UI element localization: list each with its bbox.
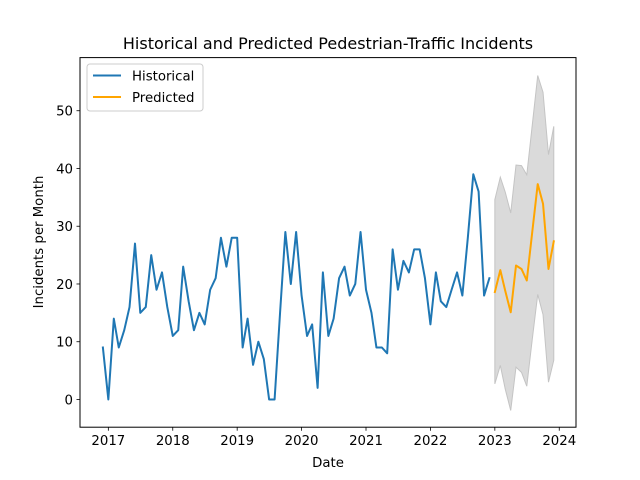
- x-tick-label: 2023: [478, 434, 512, 449]
- x-axis-label: Date: [312, 456, 344, 471]
- x-tick-label: 2020: [285, 434, 319, 449]
- y-axis: 0 10 20 30 40 50: [56, 105, 80, 408]
- legend-label-predicted: Predicted: [132, 91, 194, 106]
- x-tick-label: 2017: [91, 434, 125, 449]
- y-axis-label: Incidents per Month: [32, 176, 47, 309]
- y-tick-label: 20: [56, 278, 73, 293]
- confidence-band: [494, 75, 555, 411]
- axes-frame: [79, 57, 577, 428]
- legend: Historical Predicted: [86, 63, 204, 112]
- series-layer: [101, 173, 555, 401]
- y-tick-label: 0: [65, 393, 73, 408]
- y-tick-label: 40: [56, 162, 73, 177]
- confidence-band-layer: [494, 75, 555, 411]
- y-tick-label: 50: [56, 105, 73, 120]
- x-tick-label: 2019: [220, 434, 254, 449]
- series-line-predicted: [493, 183, 555, 314]
- x-axis: 2017 2018 2019 2020 2021 2022 2023 2024: [91, 427, 576, 449]
- y-tick-label: 10: [56, 336, 73, 351]
- legend-label-historical: Historical: [132, 70, 194, 85]
- x-tick-label: 2022: [413, 434, 447, 449]
- y-tick-label: 30: [56, 220, 73, 235]
- chart-title: Historical and Predicted Pedestrian-Traf…: [123, 34, 533, 53]
- x-tick-label: 2018: [156, 434, 190, 449]
- x-tick-label: 2024: [542, 434, 576, 449]
- x-tick-label: 2021: [349, 434, 383, 449]
